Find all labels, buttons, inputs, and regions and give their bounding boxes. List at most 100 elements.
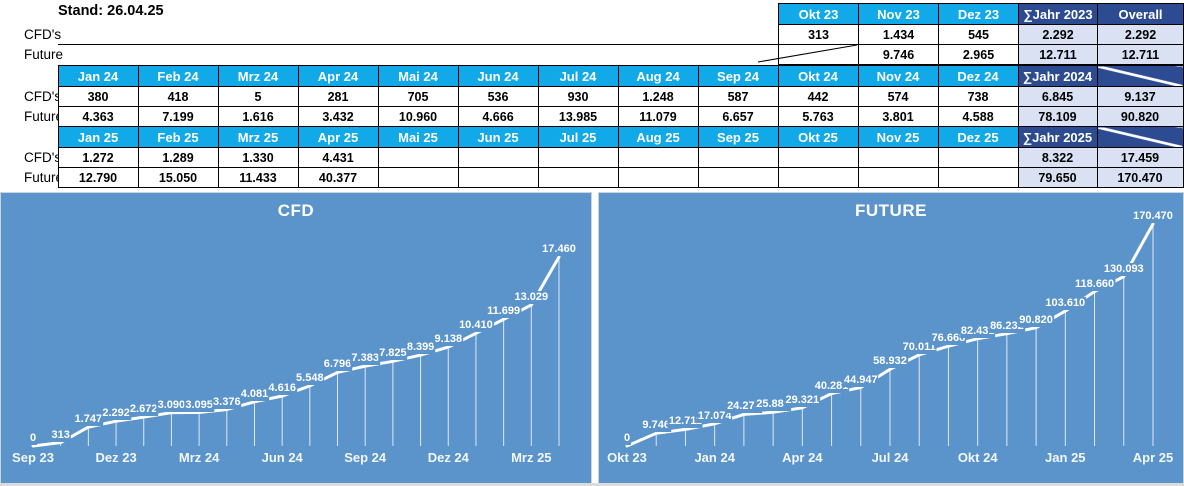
table-cell[interactable]: 8.322 <box>1017 147 1098 168</box>
table-cell[interactable]: 17.459 <box>1096 147 1184 168</box>
column-header[interactable]: Jul 25 <box>537 126 619 148</box>
column-header[interactable]: Nov 25 <box>857 126 939 148</box>
table-cell[interactable]: 4.431 <box>297 147 379 168</box>
column-header[interactable]: Jun 25 <box>457 126 539 148</box>
column-header[interactable]: Aug 25 <box>617 126 699 148</box>
column-header[interactable]: Apr 25 <box>297 126 379 148</box>
table-cell[interactable] <box>537 167 619 188</box>
future-chart-panel[interactable]: FUTURE 0 9.746 12.711 17.074 24.273 25.889 29.… <box>598 192 1184 484</box>
table-cell[interactable] <box>537 147 619 168</box>
table-cell[interactable]: 442 <box>777 86 859 107</box>
table-cell[interactable]: 4.588 <box>937 106 1019 127</box>
table-cell[interactable]: 2.965 <box>938 44 1019 65</box>
column-header[interactable]: Jan 24 <box>57 65 139 87</box>
column-header[interactable]: ∑Jahr 2023 <box>1018 3 1098 25</box>
table-cell[interactable]: 1.272 <box>57 147 139 168</box>
column-header[interactable]: Okt 24 <box>777 65 859 87</box>
column-header[interactable]: Sep 24 <box>697 65 779 87</box>
table-cell[interactable]: 574 <box>857 86 939 107</box>
table-cell[interactable]: 90.820 <box>1096 106 1184 127</box>
column-header[interactable]: Feb 25 <box>137 126 219 148</box>
cfd-chart-panel[interactable]: CFD 0 313 1.747 2.292 2.672 3.090 3.095 3.376 4.… <box>0 192 592 484</box>
table-cell[interactable]: 705 <box>377 86 459 107</box>
table-cell[interactable]: 15.050 <box>137 167 219 188</box>
table-cell[interactable]: 7.199 <box>137 106 219 127</box>
table-cell[interactable]: 10.960 <box>377 106 459 127</box>
table-cell[interactable]: 170.470 <box>1096 167 1184 188</box>
column-header[interactable]: Jun 24 <box>457 65 539 87</box>
table-cell[interactable] <box>777 147 859 168</box>
column-header[interactable]: Apr 24 <box>297 65 379 87</box>
column-header[interactable]: ∑Jahr 2024 <box>1017 65 1098 87</box>
table-cell[interactable] <box>377 147 459 168</box>
table-cell[interactable]: 2.292 <box>1097 24 1184 45</box>
table-cell[interactable]: 11.433 <box>217 167 299 188</box>
column-header[interactable]: Overall <box>1097 3 1184 25</box>
table-cell[interactable]: 545 <box>938 24 1019 45</box>
table-cell[interactable]: 5 <box>217 86 299 107</box>
table-cell[interactable] <box>377 167 459 188</box>
table-cell[interactable]: 79.650 <box>1017 167 1098 188</box>
table-cell[interactable]: 1.248 <box>617 86 699 107</box>
overall-header-diagonal[interactable] <box>1096 126 1184 148</box>
table-cell[interactable]: 11.079 <box>617 106 699 127</box>
column-header[interactable]: Mrz 24 <box>217 65 299 87</box>
table-cell[interactable] <box>857 147 939 168</box>
table-cell[interactable]: 738 <box>937 86 1019 107</box>
column-header[interactable]: ∑Jahr 2025 <box>1017 126 1098 148</box>
column-header[interactable]: Mai 24 <box>377 65 459 87</box>
table-cell[interactable]: 930 <box>537 86 619 107</box>
table-cell[interactable]: 587 <box>697 86 779 107</box>
table-cell[interactable]: 418 <box>137 86 219 107</box>
column-header[interactable]: Sep 25 <box>697 126 779 148</box>
table-cell[interactable]: 1.330 <box>217 147 299 168</box>
table-cell[interactable]: 3.432 <box>297 106 379 127</box>
table-cell[interactable] <box>617 147 699 168</box>
column-header[interactable]: Mai 25 <box>377 126 459 148</box>
table-cell[interactable]: 40.377 <box>297 167 379 188</box>
column-header[interactable]: Nov 24 <box>857 65 939 87</box>
table-cell[interactable] <box>777 167 859 188</box>
table-cell[interactable]: 9.746 <box>858 44 939 65</box>
table-cell[interactable]: 536 <box>457 86 539 107</box>
table-cell[interactable]: 5.763 <box>777 106 859 127</box>
overall-header-diagonal[interactable] <box>1096 65 1184 87</box>
table-cell[interactable]: 1.434 <box>858 24 939 45</box>
column-header[interactable]: Feb 24 <box>137 65 219 87</box>
table-cell[interactable] <box>697 147 779 168</box>
table-cell[interactable]: 6.845 <box>1017 86 1098 107</box>
column-header[interactable]: Jan 25 <box>57 126 139 148</box>
table-cell[interactable] <box>857 167 939 188</box>
table-cell[interactable] <box>937 147 1019 168</box>
table-cell[interactable]: 12.711 <box>1018 44 1098 65</box>
table-cell[interactable]: 281 <box>297 86 379 107</box>
table-cell[interactable]: 78.109 <box>1017 106 1098 127</box>
table-cell[interactable] <box>457 147 539 168</box>
column-header[interactable]: Dez 24 <box>937 65 1019 87</box>
table-cell[interactable]: 6.657 <box>697 106 779 127</box>
column-header[interactable]: Okt 23 <box>778 3 859 25</box>
column-header[interactable]: Mrz 25 <box>217 126 299 148</box>
table-cell[interactable]: 1.616 <box>217 106 299 127</box>
table-cell[interactable]: 13.985 <box>537 106 619 127</box>
column-header[interactable]: Dez 23 <box>938 3 1019 25</box>
column-header[interactable]: Nov 23 <box>858 3 939 25</box>
table-cell[interactable]: 12.790 <box>57 167 139 188</box>
table-cell[interactable]: 3.801 <box>857 106 939 127</box>
table-cell[interactable]: 12.711 <box>1097 44 1184 65</box>
table-cell[interactable] <box>937 167 1019 188</box>
table-cell[interactable]: 4.666 <box>457 106 539 127</box>
table-cell[interactable]: 1.289 <box>137 147 219 168</box>
table-cell[interactable]: 4.363 <box>57 106 139 127</box>
table-cell[interactable] <box>778 44 859 65</box>
table-cell[interactable]: 313 <box>778 24 859 45</box>
column-header[interactable]: Okt 25 <box>777 126 859 148</box>
table-cell[interactable]: 380 <box>57 86 139 107</box>
table-cell[interactable]: 9.137 <box>1096 86 1184 107</box>
column-header[interactable]: Dez 25 <box>937 126 1019 148</box>
column-header[interactable]: Jul 24 <box>537 65 619 87</box>
table-cell[interactable] <box>457 167 539 188</box>
table-cell[interactable] <box>617 167 699 188</box>
column-header[interactable]: Aug 24 <box>617 65 699 87</box>
table-cell[interactable] <box>697 167 779 188</box>
